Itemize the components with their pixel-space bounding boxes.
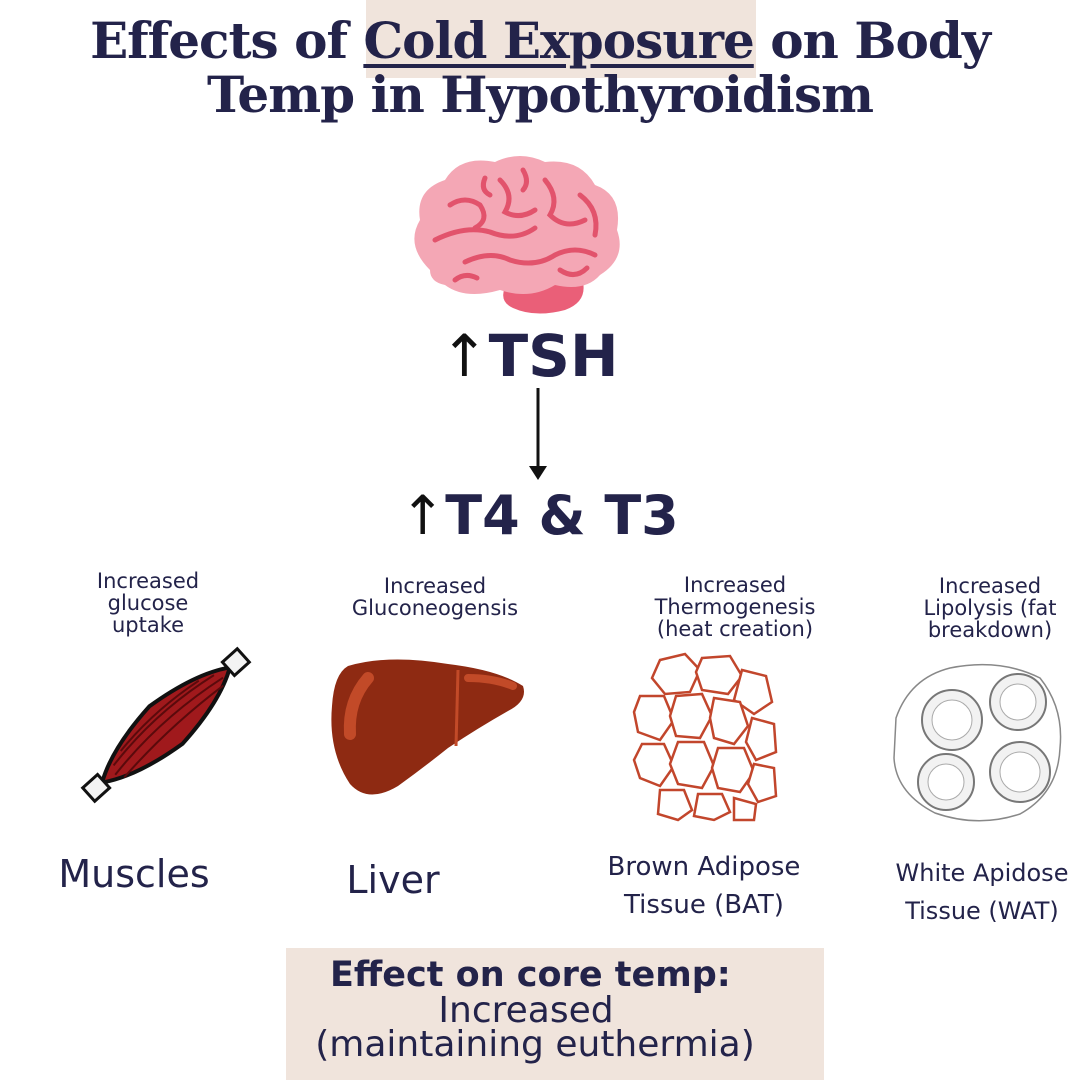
effect-line: breakdown) (927, 618, 1053, 642)
summary-line1: Increased (438, 990, 614, 1031)
up-arrow-icon: ↑ (400, 484, 446, 547)
effect-line: Increased (96, 569, 200, 593)
effect-line: Increased (683, 573, 787, 597)
brown-adipose-icon (632, 652, 778, 822)
organ-name: Liver (346, 858, 440, 902)
organ-name: Muscles (58, 852, 210, 896)
bat-label: Brown Adipose Tissue (BAT) (590, 848, 818, 924)
liver-label: Liver (318, 858, 468, 902)
page-title: Effects of Cold Exposure on Body Temp in… (0, 14, 1080, 122)
effect-line: Gluconeogensis (351, 596, 519, 620)
liver-effect: Increased Gluconeogensis (330, 575, 540, 619)
effect-line: uptake (111, 613, 185, 637)
summary-line2: (maintaining euthermia) (315, 1024, 755, 1065)
muscle-icon (80, 646, 252, 804)
wat-label: White Apidose Tissue (WAT) (884, 854, 1080, 930)
effect-line: Lipolysis (fat (923, 596, 1057, 620)
t4-t3-text: T4 & T3 (445, 484, 679, 547)
effect-line: glucose (107, 591, 189, 615)
muscles-label: Muscles (34, 852, 234, 896)
tsh-label: ↑TSH (440, 322, 619, 390)
up-arrow-icon: ↑ (440, 322, 489, 390)
organ-name: Brown Adipose (607, 852, 801, 882)
title-prefix: Effects of (90, 11, 364, 70)
white-adipose-icon (893, 663, 1062, 822)
organ-name: Tissue (WAT) (905, 897, 1059, 925)
effect-line: (heat creation) (656, 617, 814, 641)
title-suffix: on Body (753, 11, 991, 70)
summary-box (286, 948, 824, 1080)
summary-heading: Effect on core temp: (330, 955, 731, 995)
muscle-effect: Increased glucose uptake (58, 570, 238, 636)
tsh-text: TSH (488, 322, 619, 390)
down-arrow-icon (529, 388, 547, 480)
brain-icon (414, 156, 620, 314)
organ-name: White Apidose (895, 859, 1069, 887)
effect-line: Increased (938, 574, 1042, 598)
title-highlight (366, 0, 756, 78)
effect-line: Thermogenesis (654, 595, 816, 619)
t4-t3-label: ↑T4 & T3 (400, 484, 679, 547)
organ-name: Tissue (BAT) (624, 890, 784, 920)
title-line2: Temp in Hypothyroidism (206, 65, 874, 124)
liver-icon (331, 659, 524, 795)
title-highlight-text: Cold Exposure (363, 11, 754, 70)
wat-effect: Increased Lipolysis (fat breakdown) (900, 575, 1080, 641)
effect-line: Increased (383, 574, 487, 598)
bat-effect: Increased Thermogenesis (heat creation) (630, 574, 840, 640)
